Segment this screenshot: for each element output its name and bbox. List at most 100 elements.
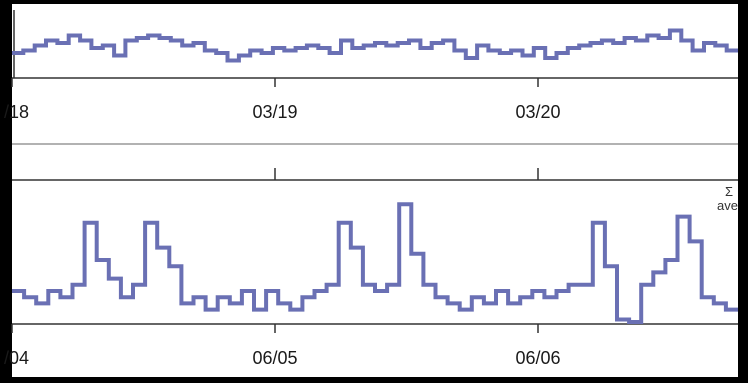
lower-data-step bbox=[472, 296, 484, 298]
lower-data-step bbox=[629, 321, 641, 323]
upper-data-step bbox=[443, 40, 454, 42]
upper-data-step bbox=[341, 40, 352, 42]
upper-data-step bbox=[647, 35, 658, 37]
lower-data-step bbox=[302, 296, 314, 298]
upper-data-step bbox=[534, 47, 545, 49]
upper-data-step bbox=[613, 42, 624, 44]
upper-x-tick-label: 03/20 bbox=[515, 102, 560, 122]
upper-x-tick-label: /18 bbox=[4, 102, 29, 122]
lower-data-step bbox=[109, 278, 121, 280]
lower-data-step bbox=[690, 240, 702, 242]
upper-data-step bbox=[420, 47, 431, 49]
lower-data-step bbox=[97, 259, 109, 261]
upper-data-step bbox=[80, 40, 91, 42]
upper-data-step bbox=[579, 45, 590, 47]
lower-data-step bbox=[12, 290, 24, 292]
upper-data-step bbox=[704, 42, 715, 44]
lower-data-step bbox=[24, 296, 36, 298]
upper-data-step bbox=[114, 55, 125, 57]
lower-data-step bbox=[375, 290, 387, 292]
upper-data-step bbox=[432, 42, 443, 44]
upper-x-tick-label: 03/19 bbox=[252, 102, 297, 122]
upper-data-step bbox=[557, 52, 568, 54]
upper-data-step bbox=[386, 45, 397, 47]
lower-data-step bbox=[218, 296, 230, 298]
sigma-label: Σ bbox=[725, 184, 733, 199]
lower-data-step bbox=[315, 290, 327, 292]
lower-data-step bbox=[60, 296, 72, 298]
upper-data-step bbox=[160, 37, 171, 39]
lower-data-step bbox=[496, 290, 508, 292]
upper-data-step bbox=[125, 40, 136, 42]
upper-data-step bbox=[364, 45, 375, 47]
lower-data-step bbox=[206, 309, 218, 311]
lower-data-step bbox=[557, 290, 569, 292]
upper-data-step bbox=[727, 50, 738, 52]
upper-data-step bbox=[330, 52, 341, 54]
upper-data-step bbox=[681, 40, 692, 42]
upper-data-step bbox=[659, 37, 670, 39]
upper-data-step bbox=[273, 47, 284, 49]
upper-data-step bbox=[46, 40, 57, 42]
upper-series-step-line bbox=[12, 28, 738, 63]
lower-data-step bbox=[460, 309, 472, 311]
lower-data-step bbox=[169, 265, 181, 267]
upper-data-step bbox=[262, 52, 273, 54]
upper-data-step bbox=[23, 50, 34, 52]
lower-x-tick-label: 06/06 bbox=[515, 348, 560, 368]
lower-data-step bbox=[254, 309, 266, 311]
upper-data-step bbox=[69, 35, 80, 37]
lower-data-step bbox=[230, 302, 242, 304]
ave-label: ave bbox=[717, 198, 738, 213]
upper-data-step bbox=[171, 40, 182, 42]
upper-data-step bbox=[715, 45, 726, 47]
upper-data-step bbox=[91, 47, 102, 49]
lower-data-step bbox=[617, 319, 629, 321]
lower-data-step bbox=[593, 222, 605, 224]
upper-data-step bbox=[670, 30, 681, 32]
lower-data-step bbox=[36, 302, 48, 304]
upper-data-step bbox=[398, 42, 409, 44]
upper-data-step bbox=[352, 47, 363, 49]
lower-data-step bbox=[157, 247, 169, 249]
lower-data-step bbox=[702, 296, 714, 298]
lower-data-step bbox=[121, 296, 133, 298]
upper-data-step bbox=[239, 55, 250, 57]
lower-data-step bbox=[569, 284, 581, 286]
lower-data-step bbox=[653, 271, 665, 273]
upper-data-step bbox=[454, 50, 465, 52]
upper-data-step bbox=[318, 47, 329, 49]
upper-data-step bbox=[284, 50, 295, 52]
lower-data-step bbox=[544, 296, 556, 298]
upper-data-step bbox=[636, 40, 647, 42]
lower-data-step bbox=[532, 290, 544, 292]
lower-data-step bbox=[194, 296, 206, 298]
upper-data-step bbox=[35, 45, 46, 47]
lower-data-step bbox=[520, 296, 532, 298]
upper-data-step bbox=[568, 47, 579, 49]
lower-x-tick-label: 06/05 bbox=[252, 348, 297, 368]
lower-data-step bbox=[423, 284, 435, 286]
lower-data-step bbox=[266, 290, 278, 292]
lower-data-step bbox=[73, 284, 85, 286]
lower-data-step bbox=[714, 302, 726, 304]
lower-data-step bbox=[436, 296, 448, 298]
lower-data-step bbox=[641, 284, 653, 286]
upper-data-step bbox=[477, 45, 488, 47]
lower-data-step bbox=[327, 284, 339, 286]
upper-data-step bbox=[693, 50, 704, 52]
upper-data-step bbox=[205, 50, 216, 52]
upper-data-step bbox=[12, 52, 23, 54]
upper-data-step bbox=[137, 37, 148, 39]
lower-x-tick-label: /04 bbox=[4, 348, 29, 368]
upper-data-step bbox=[500, 52, 511, 54]
lower-data-step bbox=[387, 284, 399, 286]
lower-data-step bbox=[678, 216, 690, 218]
lower-data-step bbox=[181, 302, 193, 304]
lower-data-step bbox=[726, 309, 738, 311]
lower-data-step bbox=[133, 284, 145, 286]
upper-data-step bbox=[625, 37, 636, 39]
upper-data-step bbox=[307, 45, 318, 47]
